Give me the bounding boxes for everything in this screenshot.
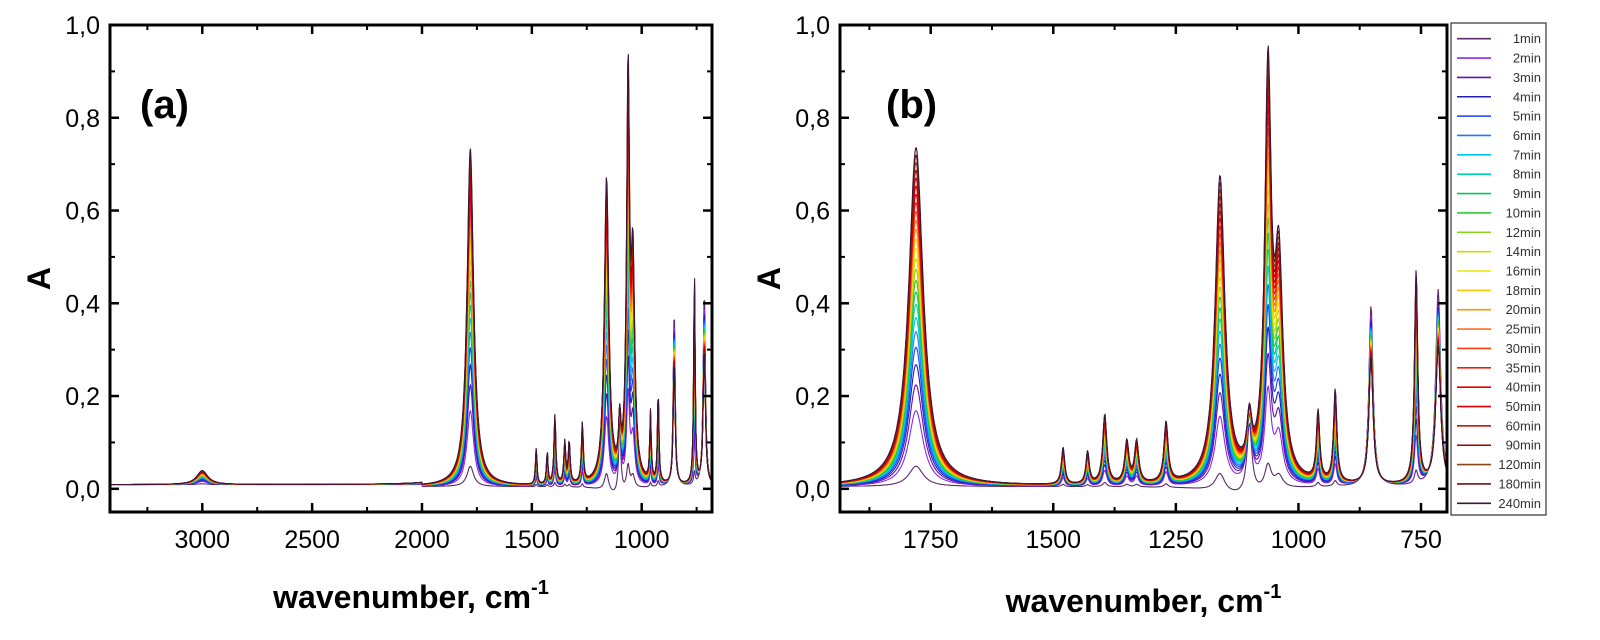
legend-label: 1min (1513, 31, 1541, 46)
x-axis-title: wavenumber, cm-1 (272, 577, 549, 615)
legend-label: 5min (1513, 109, 1541, 124)
legend: 1min 2min 3min 4min 5min 6min 7min 8min 9min 10mi… (1450, 22, 1547, 516)
legend-label: 12min (1506, 225, 1541, 240)
y-tick-label: 0,0 (795, 476, 830, 504)
y-tick-label: 0,8 (795, 105, 830, 133)
x-tick-label: 1000 (1271, 526, 1327, 554)
legend-label: 60min (1506, 418, 1541, 433)
legend-label: 14min (1506, 244, 1541, 259)
y-tick-label: 0,6 (65, 198, 100, 226)
series-group (840, 45, 1447, 491)
series-group (110, 54, 712, 491)
y-axis-title: A (751, 267, 787, 290)
plot-frame (838, 23, 1449, 514)
y-tick-label: 0,6 (795, 198, 830, 226)
x-axis-title-main: wavenumber, cm (272, 579, 531, 615)
series-line-2min (110, 309, 712, 487)
x-tick-label: 1500 (504, 526, 560, 554)
y-tick-label: 0,8 (65, 105, 100, 133)
x-tick-label: 1750 (903, 526, 959, 554)
y-axis-title: A (21, 267, 57, 290)
x-axis-title-sup: -1 (1264, 581, 1282, 603)
legend-label: 40min (1506, 380, 1541, 395)
y-tick-label: 0,2 (65, 383, 100, 411)
x-tick-label: 2500 (284, 526, 340, 554)
x-axis-title-main: wavenumber, cm (1005, 583, 1264, 619)
series-line-1min (110, 299, 712, 491)
x-tick-label: 750 (1400, 526, 1442, 554)
panel-a: 0,0 0,2 0,4 0,6 0,8 1,0 3000 2500 2000 1500 1000 (a… (21, 12, 714, 615)
legend-label: 120min (1498, 457, 1541, 472)
legend-label: 9min (1513, 186, 1541, 201)
x-tick-label: 1250 (1148, 526, 1204, 554)
legend-label: 10min (1506, 205, 1541, 220)
y-tick-label: 1,0 (65, 12, 100, 40)
x-tick-label: 3000 (174, 526, 230, 554)
series-line-1min (840, 288, 1447, 491)
legend-label: 240min (1498, 496, 1541, 511)
series-line-180min (110, 63, 712, 486)
series-line-2min (840, 298, 1447, 487)
x-axis-title: wavenumber, cm-1 (1005, 581, 1282, 619)
legend-label: 30min (1506, 341, 1541, 356)
x-axis-title-sup: -1 (531, 577, 549, 599)
series-line-240min (840, 45, 1447, 485)
legend-label: 2min (1513, 51, 1541, 66)
legend-label: 6min (1513, 128, 1541, 143)
y-tick-label: 0,4 (65, 290, 100, 318)
legend-label: 18min (1506, 283, 1541, 298)
legend-label: 8min (1513, 167, 1541, 182)
legend-label: 25min (1506, 322, 1541, 337)
x-tick-label: 2000 (394, 526, 450, 554)
series-line-240min (110, 54, 712, 486)
legend-label: 16min (1506, 264, 1541, 279)
legend-label: 4min (1513, 89, 1541, 104)
panel-b: 0,0 0,2 0,4 0,6 0,8 1,0 1750 1500 1250 1000 750 (b)… (751, 12, 1449, 619)
legend-label: 90min (1506, 438, 1541, 453)
x-tick-label: 1500 (1025, 526, 1081, 554)
y-tick-label: 0,4 (795, 290, 830, 318)
x-tick-label: 1000 (614, 526, 670, 554)
legend-label: 3min (1513, 70, 1541, 85)
legend-box (1450, 22, 1547, 516)
panel-label: (b) (886, 83, 937, 127)
y-tick-label: 0,0 (65, 476, 100, 504)
panel-label: (a) (140, 83, 189, 127)
legend-label: 7min (1513, 147, 1541, 162)
legend-label: 35min (1506, 360, 1541, 375)
legend-label: 50min (1506, 399, 1541, 414)
legend-label: 180min (1498, 476, 1541, 491)
plot-frame (108, 23, 714, 514)
y-tick-label: 0,2 (795, 383, 830, 411)
series-line-20min (110, 157, 712, 486)
legend-label: 20min (1506, 302, 1541, 317)
y-tick-label: 1,0 (795, 12, 830, 40)
